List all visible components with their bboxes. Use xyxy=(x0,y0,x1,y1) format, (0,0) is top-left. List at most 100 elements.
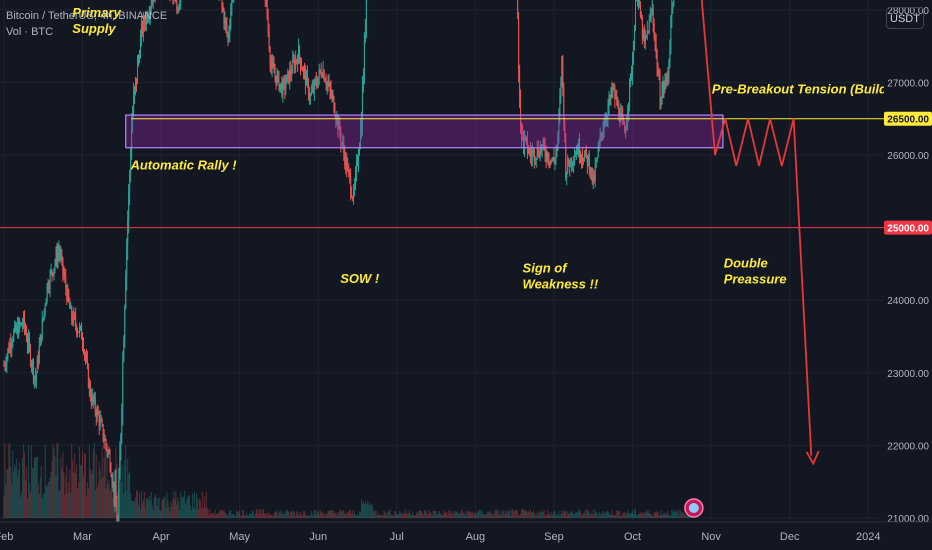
volume-bar xyxy=(21,492,23,518)
volume-bar xyxy=(100,479,102,518)
candle xyxy=(286,74,288,85)
candle xyxy=(31,361,33,366)
candle xyxy=(610,89,612,100)
volume-bar xyxy=(457,512,459,518)
volume-bar xyxy=(229,510,231,518)
volume-bar xyxy=(74,453,76,518)
volume-bar xyxy=(398,513,400,518)
candle xyxy=(54,262,56,268)
volume-bar xyxy=(388,511,390,518)
volume-bar xyxy=(97,482,99,518)
candle xyxy=(176,1,178,11)
candle xyxy=(296,59,298,61)
candle xyxy=(22,324,24,326)
volume-bar xyxy=(307,515,309,518)
candle xyxy=(602,129,604,135)
volume-bar xyxy=(392,515,394,518)
candle xyxy=(526,138,528,152)
candle xyxy=(308,95,310,98)
candle xyxy=(53,267,55,275)
volume-bar xyxy=(602,511,604,518)
volume-bar xyxy=(421,512,423,518)
volume-bar xyxy=(473,512,475,518)
candle xyxy=(673,0,675,6)
volume-bar xyxy=(54,456,56,518)
candle xyxy=(105,439,107,447)
volume-bar xyxy=(199,500,201,518)
volume-bar xyxy=(406,514,408,518)
candle xyxy=(271,62,273,69)
volume-bar xyxy=(629,512,631,518)
volume-bar xyxy=(480,513,482,518)
volume-bar xyxy=(126,490,128,518)
volume-bar xyxy=(631,512,633,518)
candle xyxy=(614,87,616,99)
x-tick-label: Oct xyxy=(624,531,641,543)
volume-bar xyxy=(558,510,560,518)
volume-bar xyxy=(183,496,185,518)
volume-bar xyxy=(518,515,520,518)
volume-bar xyxy=(268,515,270,518)
candle xyxy=(620,113,622,124)
candle xyxy=(579,142,581,158)
volume-bar xyxy=(552,513,554,518)
volume-bar xyxy=(82,475,84,518)
volume-bar xyxy=(328,510,330,518)
candle xyxy=(607,106,609,118)
candle xyxy=(231,0,233,12)
candle xyxy=(301,67,303,69)
candle xyxy=(595,160,597,167)
volume-bar xyxy=(87,488,89,518)
volume-bar xyxy=(362,501,364,518)
volume-bar xyxy=(378,515,380,518)
candle xyxy=(306,74,308,81)
volume-bar xyxy=(86,482,88,518)
volume-bar xyxy=(500,511,502,518)
volume-bar xyxy=(51,461,53,518)
volume-bar xyxy=(135,497,137,518)
candle xyxy=(615,95,617,99)
candle xyxy=(282,81,284,96)
candle xyxy=(43,309,45,318)
volume-bar xyxy=(145,498,147,518)
volume-bar xyxy=(219,510,221,518)
candle xyxy=(110,468,112,477)
currency-button[interactable]: USDT xyxy=(886,7,924,29)
volume-bar xyxy=(462,511,464,518)
volume-bar xyxy=(414,515,416,518)
volume-bar xyxy=(424,510,426,518)
volume-bar xyxy=(99,468,101,518)
candle xyxy=(277,72,279,75)
volume-bar xyxy=(93,443,95,518)
candle xyxy=(88,383,90,387)
volume-bar xyxy=(525,510,527,518)
volume-bar xyxy=(113,489,115,518)
candle xyxy=(149,8,151,16)
candle xyxy=(128,190,130,220)
candle xyxy=(151,0,153,6)
candle xyxy=(633,50,635,62)
candle xyxy=(42,317,44,320)
volume-bar xyxy=(371,503,373,518)
volume-bar xyxy=(211,513,213,518)
volume-bar xyxy=(72,460,74,518)
candle xyxy=(623,120,625,124)
candle xyxy=(670,16,672,49)
candle xyxy=(122,360,124,409)
volume-bar xyxy=(403,511,405,518)
volume-bar xyxy=(574,513,576,518)
candle xyxy=(52,272,54,275)
candle xyxy=(125,275,127,308)
volume-bar xyxy=(256,510,258,518)
candle xyxy=(581,156,583,160)
volume-bar xyxy=(337,512,339,518)
event-icon-inner xyxy=(688,503,699,513)
candle xyxy=(298,46,300,64)
volume-bar xyxy=(270,514,272,518)
volume-bar xyxy=(654,512,656,518)
volume-bar xyxy=(609,515,611,518)
volume-bar xyxy=(608,512,610,518)
volume-bar xyxy=(254,513,256,518)
volume-bar xyxy=(228,512,230,518)
